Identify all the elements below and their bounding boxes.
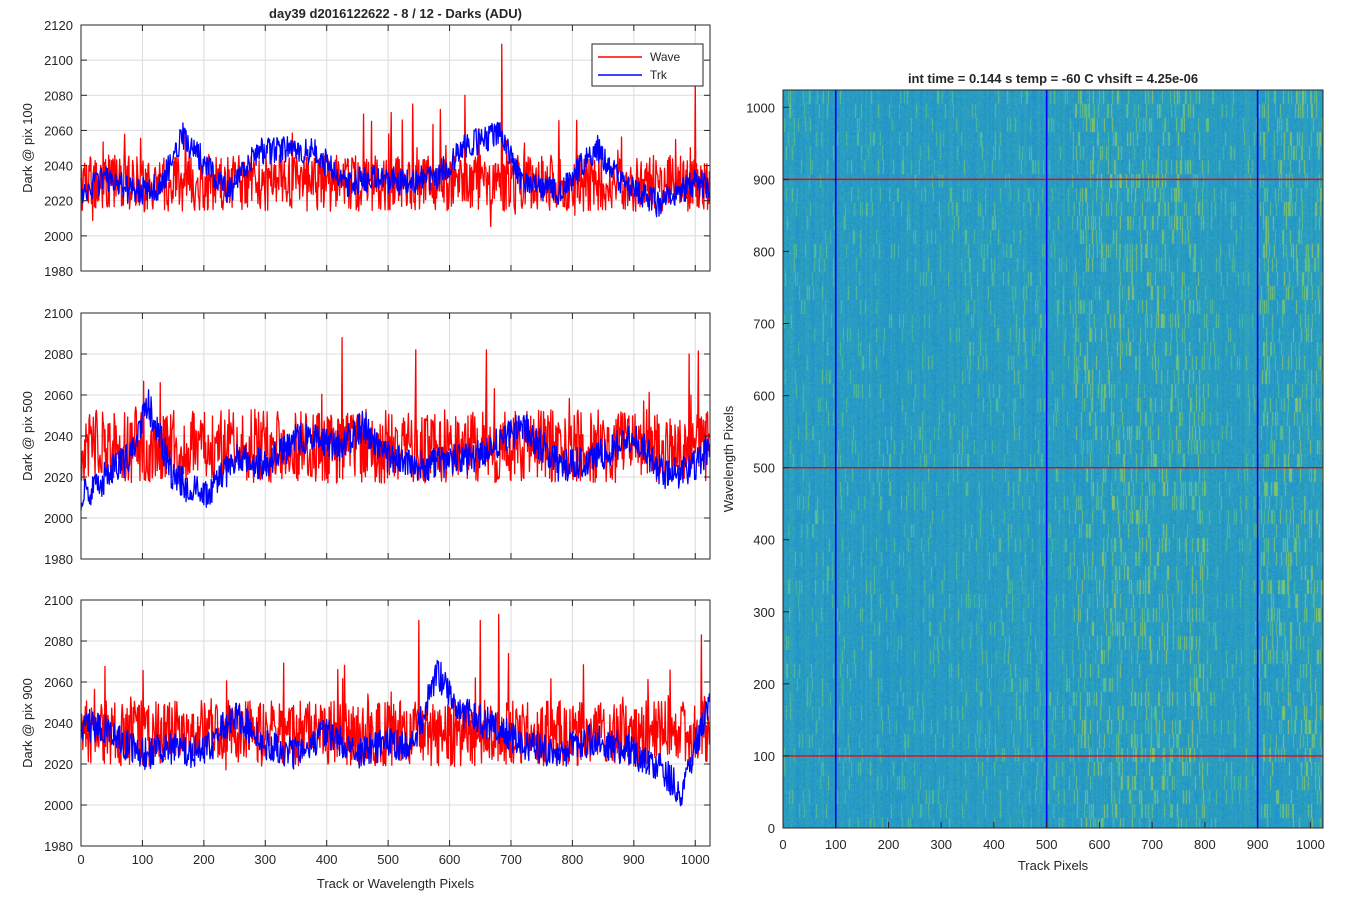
x-tick-label: 800 <box>1194 837 1216 852</box>
legend-label-trk: Trk <box>650 68 668 82</box>
y-tick-label: 2000 <box>44 798 73 813</box>
x-tick-label: 0 <box>779 837 786 852</box>
x-tick-label: 600 <box>439 852 461 867</box>
series-line-trk <box>80 121 711 218</box>
y-tick-label: 1980 <box>44 264 73 279</box>
x-tick-label: 900 <box>623 852 645 867</box>
legend-box <box>591 43 704 87</box>
y-axis-label: Dark @ pix 100 <box>20 103 35 193</box>
y-tick-label: 2080 <box>44 347 73 362</box>
y-tick-label: 800 <box>753 244 775 259</box>
y-axis-label: Dark @ pix 500 <box>20 391 35 481</box>
legend <box>591 43 704 87</box>
heatmap-canvas <box>783 90 1323 828</box>
y-tick-label: 2060 <box>44 675 73 690</box>
x-tick-label: 900 <box>1247 837 1269 852</box>
y-tick-label: 2020 <box>44 757 73 772</box>
heatmap-image <box>783 90 1323 828</box>
y-tick-label: 2080 <box>44 88 73 103</box>
y-tick-label: 1980 <box>44 839 73 854</box>
y-tick-label: 2100 <box>44 593 73 608</box>
series-line-trk <box>80 659 711 807</box>
y-tick-label: 2040 <box>44 159 73 174</box>
x-tick-label: 800 <box>562 852 584 867</box>
x-tick-label: 200 <box>193 852 215 867</box>
series-line-trk <box>80 389 711 511</box>
chart-title: day39 d2016122622 - 8 / 12 - Darks (ADU) <box>269 6 522 21</box>
x-axis-label: Track or Wavelength Pixels <box>317 876 475 891</box>
y-tick-label: 600 <box>753 389 775 404</box>
y-tick-label: 2040 <box>44 716 73 731</box>
y-tick-label: 2120 <box>44 18 73 33</box>
y-tick-label: 1980 <box>44 552 73 567</box>
y-tick-label: 2040 <box>44 429 73 444</box>
y-tick-label: 2080 <box>44 634 73 649</box>
x-tick-label: 1000 <box>1296 837 1325 852</box>
x-tick-label: 400 <box>983 837 1005 852</box>
legend-label-wave: Wave <box>650 50 681 64</box>
x-tick-label: 600 <box>1089 837 1111 852</box>
y-tick-label: 700 <box>753 317 775 332</box>
y-tick-label: 200 <box>753 677 775 692</box>
y-axis-label: Dark @ pix 900 <box>20 678 35 768</box>
y-tick-label: 500 <box>753 461 775 476</box>
x-tick-label: 500 <box>1036 837 1058 852</box>
x-tick-label: 100 <box>132 852 154 867</box>
y-tick-label: 2020 <box>44 194 73 209</box>
y-tick-label: 1000 <box>746 100 775 115</box>
y-tick-label: 0 <box>768 821 775 836</box>
y-tick-label: 2060 <box>44 388 73 403</box>
heatmap-axes-box <box>782 89 1324 829</box>
y-tick-label: 2020 <box>44 470 73 485</box>
y-tick-label: 400 <box>753 533 775 548</box>
line-panel-3 <box>80 599 711 847</box>
y-tick-label: 100 <box>753 749 775 764</box>
x-tick-label: 300 <box>930 837 952 852</box>
x-tick-label: 200 <box>878 837 900 852</box>
x-tick-label: 300 <box>254 852 276 867</box>
y-tick-label: 2000 <box>44 229 73 244</box>
y-tick-label: 300 <box>753 605 775 620</box>
x-tick-label: 700 <box>1141 837 1163 852</box>
x-axis-label: Track Pixels <box>1018 858 1089 873</box>
x-tick-label: 700 <box>500 852 522 867</box>
x-tick-label: 0 <box>77 852 84 867</box>
y-tick-label: 2060 <box>44 123 73 138</box>
line-panel-1 <box>80 24 711 272</box>
y-tick-label: 2100 <box>44 53 73 68</box>
y-tick-label: 900 <box>753 172 775 187</box>
heatmap-title: int time = 0.144 s temp = -60 C vhsift =… <box>908 71 1198 86</box>
y-tick-label: 2000 <box>44 511 73 526</box>
heatmap-panel <box>782 89 1324 829</box>
line-panel-2 <box>80 312 711 560</box>
x-tick-label: 1000 <box>681 852 710 867</box>
y-axis-label: Wavelength Pixels <box>721 405 736 512</box>
x-tick-label: 400 <box>316 852 338 867</box>
axes-box <box>80 24 711 272</box>
x-tick-label: 100 <box>825 837 847 852</box>
y-tick-label: 2100 <box>44 306 73 321</box>
x-tick-label: 500 <box>377 852 399 867</box>
